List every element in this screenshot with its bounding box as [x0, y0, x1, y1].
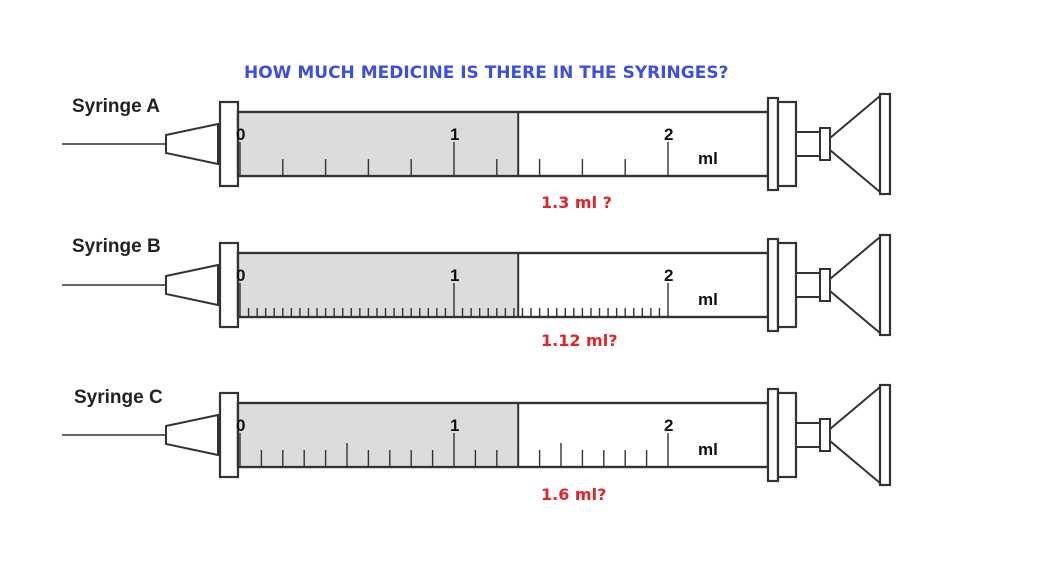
- scale-label: 0: [236, 416, 245, 435]
- rear-flange-outer: [776, 241, 798, 329]
- question-title: HOW MUCH MEDICINE IS THERE IN THE SYRING…: [244, 63, 729, 83]
- unit-label: ml: [698, 440, 718, 459]
- scale-label: 2: [664, 266, 673, 285]
- front-flange: [218, 241, 240, 329]
- plunger-rod-joint: [819, 127, 831, 161]
- needle-hub: [165, 413, 219, 457]
- thumb-press: [829, 384, 881, 486]
- syringe-c-label: Syringe C: [74, 387, 163, 408]
- plunger-rod: [795, 272, 821, 298]
- medicine-fill: [239, 254, 519, 316]
- scale-label: 1: [450, 125, 459, 144]
- syringe-c-answer: 1.6 ml?: [541, 485, 607, 504]
- syringe-a-label: Syringe A: [72, 96, 160, 117]
- syringe-b-answer: 1.12 ml?: [541, 331, 618, 350]
- medicine-fill: [239, 404, 519, 466]
- plunger-rod: [795, 422, 821, 448]
- medicine-fill: [239, 113, 519, 175]
- rear-flange: [766, 237, 780, 333]
- thumb-press: [829, 93, 881, 195]
- thumb-plate: [878, 92, 892, 196]
- rear-flange: [766, 96, 780, 192]
- scale-label: 1: [450, 416, 459, 435]
- plunger-rod-joint: [819, 418, 831, 452]
- unit-label: ml: [698, 290, 718, 309]
- unit-label: ml: [698, 149, 718, 168]
- plunger-rod: [795, 131, 821, 157]
- syringe-a-answer: 1.3 ml ?: [541, 193, 612, 212]
- syringe-b-label: Syringe B: [72, 236, 161, 257]
- scale-label: 1: [450, 266, 459, 285]
- scale-label: 2: [664, 416, 673, 435]
- needle-hub: [165, 122, 219, 166]
- syringe-c-drawing: 0 1 2 ml: [62, 383, 892, 487]
- thumb-plate: [878, 383, 892, 487]
- scale-label: 0: [236, 125, 245, 144]
- thumb-plate: [878, 233, 892, 337]
- thumb-press: [829, 234, 881, 336]
- syringe-a-drawing: 0 1 2 ml: [62, 92, 892, 196]
- front-flange: [218, 391, 240, 479]
- scale-label: 2: [664, 125, 673, 144]
- scale-label: 0: [236, 266, 245, 285]
- needle-hub: [165, 263, 219, 307]
- syringe-b-drawing: 0 1 2 ml: [62, 233, 892, 337]
- rear-flange-outer: [776, 391, 798, 479]
- rear-flange-outer: [776, 100, 798, 188]
- front-flange: [218, 100, 240, 188]
- plunger-rod-joint: [819, 268, 831, 302]
- rear-flange: [766, 387, 780, 483]
